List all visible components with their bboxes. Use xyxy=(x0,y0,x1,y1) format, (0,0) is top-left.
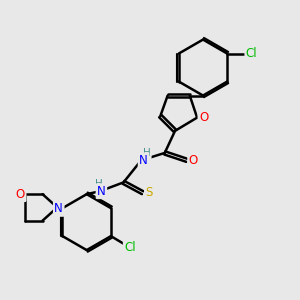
Text: O: O xyxy=(16,188,25,201)
Text: O: O xyxy=(199,111,208,124)
Text: N: N xyxy=(139,154,148,167)
Text: N: N xyxy=(54,202,63,215)
Text: H: H xyxy=(142,148,150,158)
Text: N: N xyxy=(97,185,106,198)
Text: S: S xyxy=(146,186,153,199)
Text: Cl: Cl xyxy=(246,47,257,60)
Text: Cl: Cl xyxy=(124,242,136,254)
Text: H: H xyxy=(94,179,102,189)
Text: O: O xyxy=(189,154,198,167)
